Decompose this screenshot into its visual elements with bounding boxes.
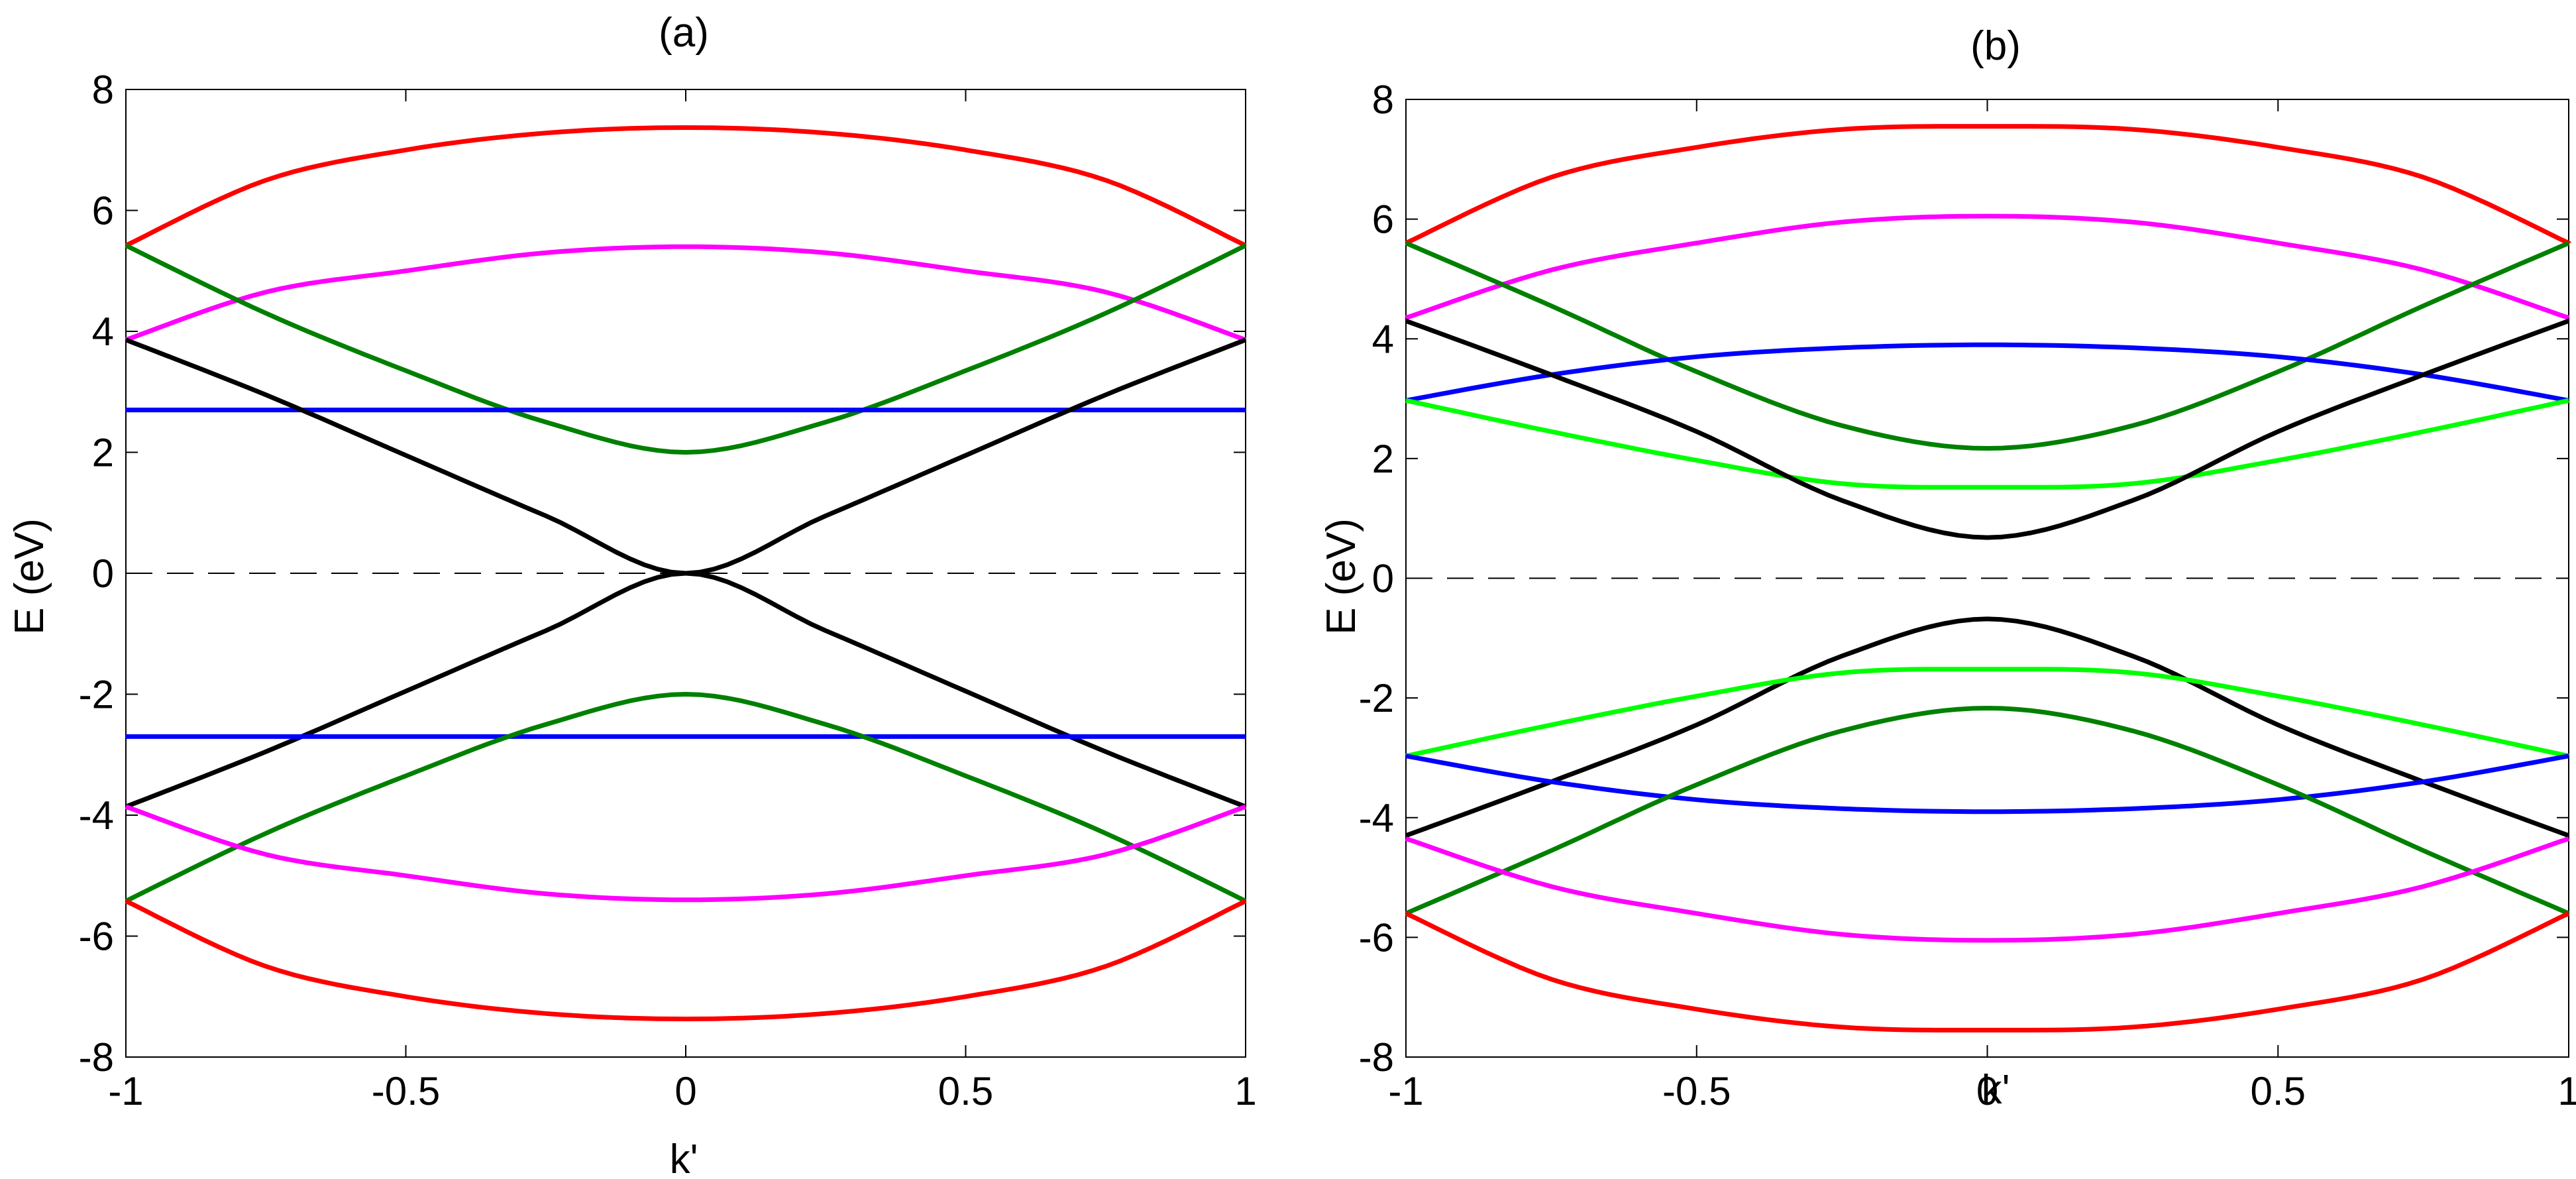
band-line-9 — [125, 899, 1247, 1021]
x-tick-label: 1 — [2557, 1069, 2576, 1113]
y-tick-label: 2 — [92, 431, 114, 475]
band-line-5 — [1405, 318, 2570, 540]
y-tick-label: 6 — [92, 189, 114, 233]
y-tick-label: -8 — [79, 1035, 114, 1080]
band-line-0 — [1405, 124, 2571, 246]
y-tick-label: -2 — [1359, 676, 1394, 720]
x-tick-label: -0.5 — [1662, 1069, 1731, 1113]
y-tick-label: -6 — [1359, 915, 1394, 960]
band-line-5 — [125, 571, 1247, 809]
y-tick-label: 0 — [92, 551, 114, 596]
band-line-7 — [125, 692, 1247, 903]
band-line-10 — [1405, 836, 2570, 943]
panel-b: (b) -1 -0.5 0 0.5 1 -8 -6 -4 -2 0 2 4 6 8 k' E (eV) — [1318, 23, 2576, 1113]
band-line-8 — [1405, 754, 2569, 814]
band-line-3 — [1405, 342, 2569, 403]
y-tick-label: 8 — [1372, 78, 1394, 122]
y-tick-label: -4 — [1359, 796, 1394, 840]
plot-area: -1 -0.5 0 0.5 1 -8 -6 -4 -2 0 2 4 6 8 — [79, 68, 1257, 1113]
band-line-9 — [1405, 706, 2570, 916]
panel-title: (b) — [1970, 23, 2021, 69]
y-tick-label: -4 — [79, 793, 114, 838]
x-tick-label: -1 — [108, 1069, 143, 1113]
y-tick-label: -2 — [79, 673, 114, 717]
y-tick-label: 8 — [92, 68, 114, 112]
x-tick-label: -0.5 — [372, 1069, 440, 1113]
band-line-7 — [1405, 667, 2569, 759]
x-tick-label: 0.5 — [938, 1069, 993, 1113]
band-line-0 — [125, 125, 1247, 248]
y-tick-label: -6 — [79, 915, 114, 959]
x-tick-label: -1 — [1388, 1069, 1423, 1113]
y-axis-label: E (eV) — [1318, 518, 1364, 635]
band-line-1 — [125, 244, 1247, 343]
band-line-2 — [125, 243, 1247, 455]
band-line-2 — [1405, 241, 2570, 451]
x-tick-label: 0.5 — [2251, 1069, 2306, 1113]
plot-area: -1 -0.5 0 0.5 1 -8 -6 -4 -2 0 2 4 6 8 — [1359, 78, 2576, 1113]
y-tick-label: 6 — [1372, 197, 1394, 242]
band-line-1 — [1405, 213, 2570, 320]
y-tick-label: 2 — [1372, 437, 1394, 481]
panel-a: (a) -1 -0.5 0 0.5 1 -8 -6 -4 -2 0 2 4 6 8 k' E (eV) — [7, 10, 1257, 1179]
band-line-4 — [1405, 398, 2569, 490]
y-tick-label: -8 — [1359, 1035, 1394, 1080]
x-axis-label: k' — [1982, 1067, 2010, 1113]
y-tick-label: 4 — [1372, 317, 1394, 361]
band-line-8 — [125, 804, 1247, 903]
x-axis-label: k' — [670, 1137, 698, 1179]
x-tick-label: 0 — [1976, 1069, 1998, 1113]
panel-title: (a) — [659, 10, 709, 56]
y-tick-label: 0 — [1372, 557, 1394, 601]
band-line-6 — [1405, 616, 2570, 838]
x-tick-label: 1 — [1234, 1069, 1256, 1113]
y-tick-label: 4 — [92, 309, 114, 354]
band-line-11 — [1405, 911, 2570, 1033]
x-tick-label: 0 — [674, 1069, 696, 1113]
y-axis-label: E (eV) — [7, 518, 52, 635]
